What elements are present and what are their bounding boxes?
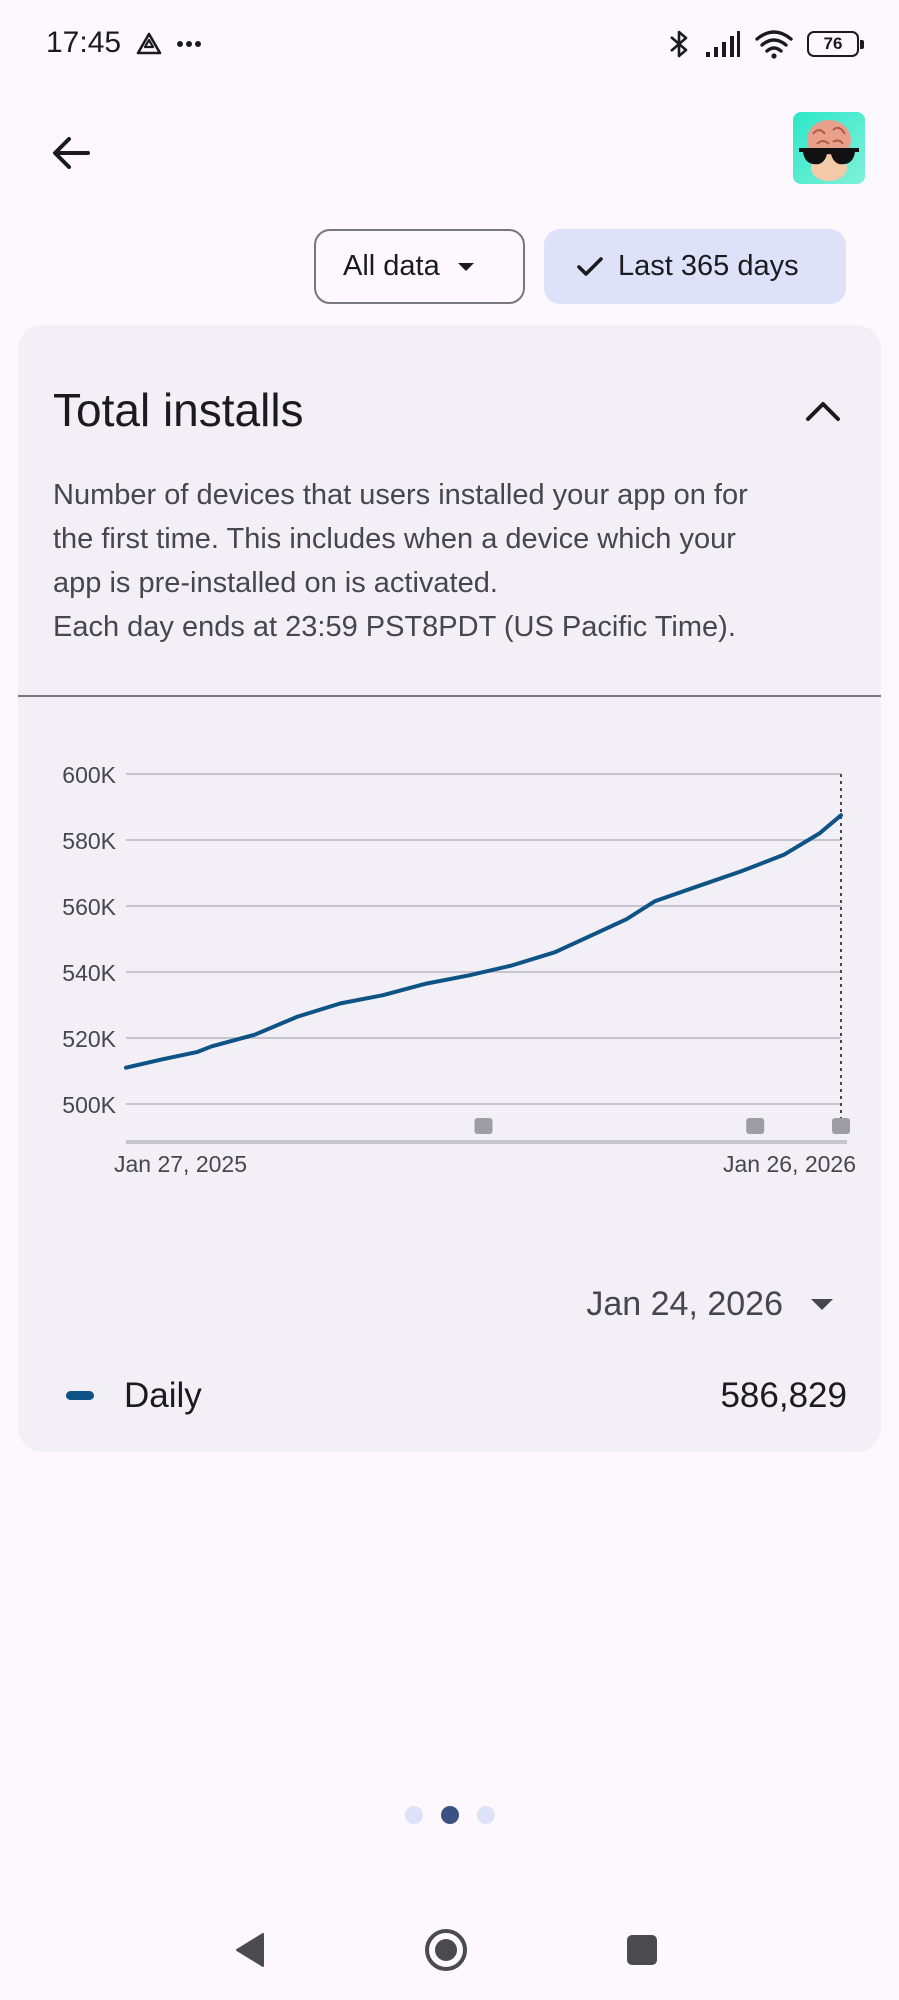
bluetooth-icon <box>670 30 688 58</box>
page-dot-active[interactable] <box>440 1806 459 1824</box>
page-dot[interactable] <box>476 1806 495 1824</box>
battery-icon: 76 <box>807 31 864 57</box>
triangle-back-icon <box>236 1933 264 1967</box>
y-tick-label: 500K <box>62 1092 116 1118</box>
nav-home-button[interactable] <box>406 1920 486 1980</box>
y-tick-label: 600K <box>62 762 116 788</box>
card-title: Total installs <box>53 384 304 436</box>
selected-value: 586,829 <box>720 1376 847 1415</box>
wifi-icon <box>755 30 793 59</box>
x-tick-label: Jan 27, 2025 <box>114 1151 247 1177</box>
page-dot[interactable] <box>404 1806 423 1824</box>
top-app-bar <box>0 100 899 200</box>
more-notifications-icon <box>177 41 201 47</box>
chevron-up-icon <box>806 402 840 421</box>
legend-swatch <box>66 1391 94 1400</box>
status-right-icons: 76 <box>667 24 864 64</box>
description-line: Each day ends at 23:59 PST8PDT (US Pacif… <box>53 611 736 643</box>
brain-sunglasses-app-icon <box>799 120 859 181</box>
total-installs-card: Total installs Number of devices that us… <box>18 325 881 1452</box>
data-scope-label: All data <box>343 250 440 282</box>
status-time: 17:45 <box>46 26 122 59</box>
square-recents-icon <box>627 1935 657 1965</box>
arrow-left-icon <box>53 137 90 169</box>
app-icon[interactable] <box>793 112 865 184</box>
y-tick-label: 520K <box>62 1026 116 1052</box>
page-indicator <box>0 1806 899 1824</box>
x-tick-label: Jan 26, 2026 <box>723 1151 856 1177</box>
legend-label: Daily <box>124 1376 202 1415</box>
legend-row: Daily 586,829 <box>18 1365 881 1425</box>
status-bar: 17:45 76 <box>0 0 899 90</box>
y-tick-label: 560K <box>62 894 116 920</box>
dropdown-caret-icon <box>811 1299 833 1310</box>
status-left-icons <box>136 26 202 62</box>
date-range-label: Last 365 days <box>618 250 799 282</box>
annotation-marker <box>746 1118 765 1134</box>
battery-level: 76 <box>823 34 843 53</box>
card-description: Number of devices that users installed y… <box>53 473 843 649</box>
circle-home-icon <box>425 1929 467 1971</box>
annotation-marker <box>474 1118 493 1134</box>
description-line: the first time. This includes when a dev… <box>53 523 736 555</box>
check-icon <box>577 256 603 276</box>
nav-recents-button[interactable] <box>602 1920 682 1980</box>
installs-line-chart[interactable]: 600K 580K 560K 540K 520K 500K Jan 27, 2025 Jan … <box>18 745 881 1185</box>
collapse-button[interactable] <box>795 387 851 435</box>
series-line-daily <box>124 813 843 1070</box>
data-scope-dropdown[interactable]: All data <box>314 229 525 304</box>
divider <box>18 695 881 697</box>
date-range-chip[interactable]: Last 365 days <box>544 229 846 304</box>
y-tick-label: 540K <box>62 960 116 986</box>
back-button[interactable] <box>40 122 102 184</box>
signal-icon <box>706 31 740 57</box>
nav-back-button[interactable] <box>210 1920 290 1980</box>
annotation-marker <box>832 1118 850 1134</box>
y-tick-label: 580K <box>62 828 116 854</box>
filter-row: All data Last 365 days <box>0 229 899 305</box>
selected-date-label: Jan 24, 2026 <box>586 1285 783 1323</box>
system-nav-bar <box>0 1900 899 2000</box>
dropdown-caret-icon <box>457 262 474 271</box>
description-line: app is pre-installed on is activated. <box>53 567 498 599</box>
selected-date-dropdown[interactable]: Jan 24, 2026 <box>586 1285 833 1324</box>
drive-notification-icon <box>136 32 162 55</box>
description-line: Number of devices that users installed y… <box>53 479 748 511</box>
